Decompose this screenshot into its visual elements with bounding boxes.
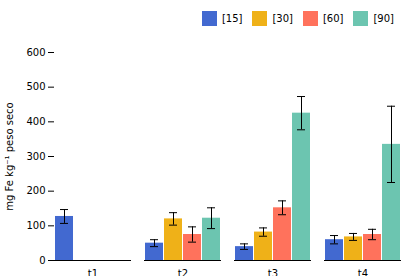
svg-text:t4: t4 (358, 268, 368, 276)
svg-text:600: 600 (26, 47, 45, 58)
svg-text:400: 400 (26, 116, 45, 127)
svg-text:t3: t3 (268, 268, 278, 276)
svg-text:300: 300 (26, 151, 45, 162)
svg-text:0: 0 (39, 255, 45, 266)
html-text:[60]: [60] (322, 13, 344, 24)
html-text:[90]: [90] (373, 13, 394, 24)
svg-text:500: 500 (26, 81, 45, 92)
html-text:[30]: [30] (272, 13, 293, 24)
html-text:[15]: [15] (221, 13, 243, 24)
svg-text:100: 100 (26, 220, 45, 231)
svg-text:t2: t2 (178, 268, 188, 276)
svg-text:mg Fe kg⁻¹ peso seco: mg Fe kg⁻¹ peso seco (4, 102, 15, 210)
svg-text:t1: t1 (88, 268, 98, 276)
svg-text:200: 200 (26, 185, 45, 196)
